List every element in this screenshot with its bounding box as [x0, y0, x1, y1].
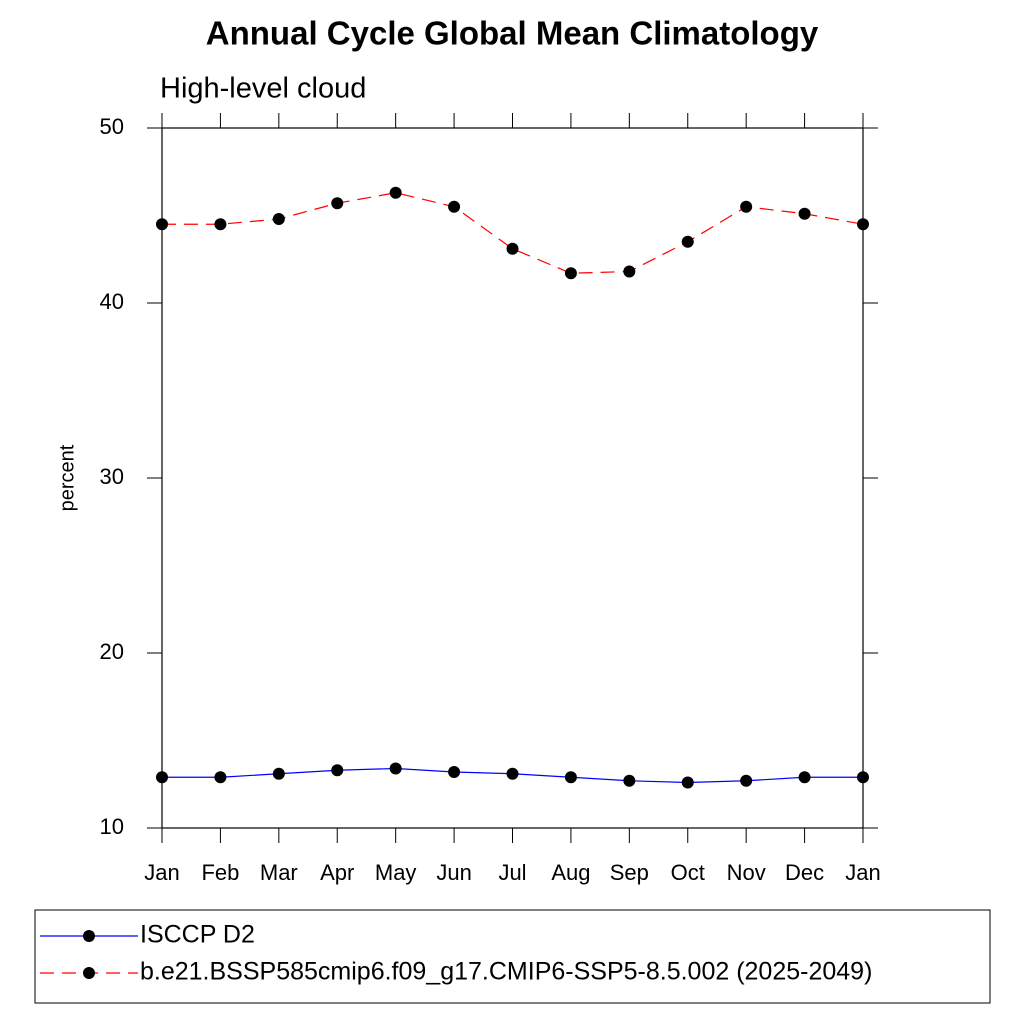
point [156, 771, 168, 784]
x-tick-label: Jul [498, 860, 526, 885]
point [389, 186, 402, 199]
point [740, 774, 753, 787]
y-tick-label: 30 [100, 464, 124, 489]
legend-label: b.e21.BSSP585cmip6.f09_g17.CMIP6-SSP5-8.… [140, 958, 872, 986]
point [506, 242, 519, 255]
point [448, 766, 461, 778]
x-tick-label: Dec [785, 860, 824, 885]
plot-frame [161, 127, 864, 829]
point [798, 207, 811, 220]
legend-marker [83, 930, 95, 942]
point [156, 218, 168, 231]
x-tick-label: Feb [201, 860, 239, 885]
point [623, 774, 636, 787]
point [272, 767, 285, 780]
x-tick-label: Nov [727, 860, 766, 885]
point [564, 771, 577, 784]
series-line [162, 192, 864, 274]
point [681, 776, 694, 789]
point [214, 771, 227, 784]
chart-title: Annual Cycle Global Mean Climatology [206, 15, 819, 52]
point [798, 771, 811, 784]
y-tick-label: 20 [100, 639, 124, 664]
point [448, 200, 461, 213]
point [272, 213, 285, 225]
x-tick-label: Jan [845, 860, 880, 885]
point [331, 764, 344, 777]
x-tick-label: Sep [610, 860, 649, 885]
point [681, 235, 694, 248]
x-tick-label: Aug [551, 860, 590, 885]
point [214, 218, 227, 231]
y-axis-label: percent [56, 444, 78, 511]
y-tick-label: 10 [100, 814, 124, 839]
y-tick-label: 50 [100, 114, 124, 139]
x-tick-label: Apr [320, 860, 354, 885]
point [564, 267, 577, 280]
legend-label: ISCCP D2 [140, 921, 255, 949]
legend-box [34, 909, 991, 1004]
x-tick-label: Jun [436, 860, 471, 885]
chart-subtitle: High-level cloud [160, 73, 366, 105]
point [857, 771, 869, 784]
point [857, 218, 869, 231]
point [506, 767, 519, 780]
point [389, 762, 402, 775]
point [740, 200, 753, 213]
point [623, 265, 636, 278]
x-tick-label: Mar [260, 860, 298, 885]
x-tick-label: Jan [144, 860, 179, 885]
legend-marker [83, 967, 95, 979]
point [331, 197, 344, 210]
x-tick-label: May [375, 860, 417, 885]
y-tick-label: 40 [100, 289, 124, 314]
x-tick-label: Oct [671, 860, 705, 885]
